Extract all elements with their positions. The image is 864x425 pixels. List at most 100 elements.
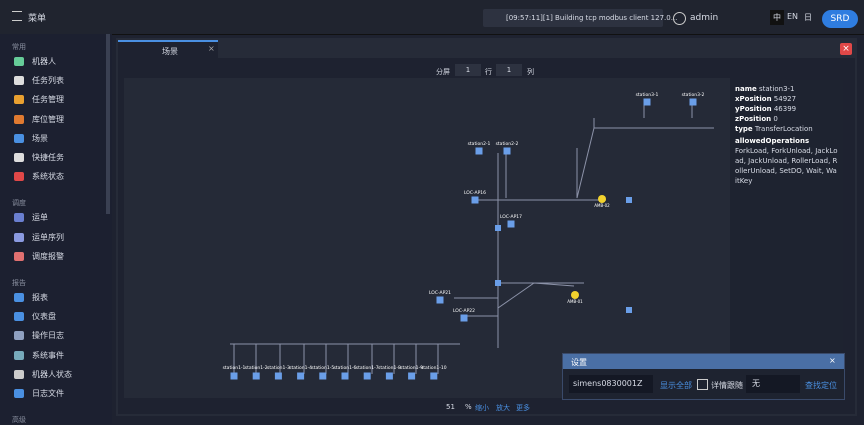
- map-label: station1-1: [223, 365, 246, 371]
- menu-icon: [14, 331, 24, 341]
- tab-close[interactable]: ×: [208, 44, 215, 53]
- zoom-unit: %: [465, 403, 472, 411]
- log-text: [09:57:11][1] Building tcp modbus client…: [506, 14, 678, 22]
- menu-icon: [14, 95, 24, 105]
- map-label: station1-8: [378, 365, 401, 371]
- menu-label: 任务列表: [32, 76, 64, 86]
- menu-icon: [14, 57, 24, 66]
- map-node: [475, 147, 483, 155]
- menu-item[interactable]: 系统事件: [14, 350, 64, 361]
- menu-label: 操作日志: [32, 331, 64, 341]
- map-node: [297, 372, 305, 380]
- menu-item[interactable]: 库位管理: [14, 114, 64, 125]
- map-label: station2-2: [496, 141, 519, 147]
- map-node: [507, 220, 515, 228]
- map-node: [274, 372, 282, 380]
- row-label: 行: [485, 68, 492, 76]
- menu-label: 运单: [32, 213, 48, 223]
- menu-item[interactable]: 任务列表: [14, 75, 64, 86]
- map-node: [430, 372, 438, 380]
- menu-item[interactable]: 机器人状态: [14, 369, 72, 380]
- map-label: station3-2: [682, 92, 705, 98]
- follow-checkbox[interactable]: [697, 379, 708, 390]
- zoom-out[interactable]: 缩小: [475, 404, 489, 412]
- menu-label[interactable]: 菜单: [28, 14, 47, 24]
- robot-select[interactable]: simens0830001Z: [569, 375, 653, 393]
- info-panel: name station3-1 xPosition 54927 yPosition …: [730, 80, 843, 350]
- log-box[interactable]: [483, 9, 663, 27]
- zoom-in[interactable]: 放大: [496, 404, 510, 412]
- lang-en[interactable]: EN: [787, 12, 799, 21]
- sidebar: 常用 机器人 任务列表 任务管理 库位管理 场景 快捷任务 系统状态 调度 运单 运单序列 调度报警报…: [0, 34, 112, 424]
- map[interactable]: station1-1 station1-2 station1-3 station1-4…: [124, 78, 730, 398]
- menu-icon: [14, 153, 24, 162]
- menu-label: 场景: [32, 133, 48, 143]
- robot-label: AMB-02: [594, 203, 610, 208]
- none-select[interactable]: 无: [746, 375, 800, 393]
- waypoint: [495, 280, 501, 286]
- map-node: [363, 372, 371, 380]
- menu-icon: [14, 350, 24, 360]
- brand[interactable]: SRD: [822, 10, 858, 28]
- section-title: 报告: [12, 279, 26, 287]
- user-name[interactable]: admin: [690, 13, 719, 23]
- tab[interactable]: [118, 40, 218, 60]
- menu-item[interactable]: 运单: [14, 212, 48, 223]
- map-node: [436, 296, 444, 304]
- menu-label: 系统事件: [32, 350, 64, 360]
- tab-title[interactable]: 场景: [162, 47, 178, 56]
- menu-item[interactable]: 场景: [14, 133, 48, 144]
- menu-icon: [14, 172, 24, 182]
- settings-close[interactable]: ×: [829, 356, 836, 365]
- map-label: LOC-AP21: [429, 290, 451, 296]
- paths: [230, 103, 714, 374]
- split-label: 分屏: [436, 68, 450, 76]
- col-label: 列: [527, 68, 534, 76]
- info-value: station3-1: [758, 85, 795, 93]
- map-label: station1-7: [356, 365, 379, 371]
- map-node: [503, 147, 511, 155]
- map-label: station1-9: [400, 365, 423, 371]
- info-row: yPosition 46399: [735, 104, 838, 114]
- menu-icon: [14, 312, 24, 322]
- info-row: type TransferLocation: [735, 124, 838, 134]
- map-label: station3-1: [636, 92, 659, 98]
- map-node: [471, 196, 479, 204]
- menu-icon[interactable]: [12, 11, 22, 21]
- menu-label: 机器人状态: [32, 369, 72, 379]
- menu-item[interactable]: 报表: [14, 292, 48, 303]
- map-label: station1-2: [245, 365, 268, 371]
- map-label: station1-6: [334, 365, 357, 371]
- menu-item[interactable]: 快捷任务: [14, 152, 64, 163]
- menu-item[interactable]: 机器人: [14, 56, 56, 67]
- lang-ja[interactable]: 日: [804, 13, 812, 22]
- menu-label: 调度报警: [32, 251, 64, 261]
- menu-icon: [14, 133, 24, 143]
- follow-label: 详情跟随: [711, 381, 743, 390]
- info-value: 46399: [773, 105, 797, 113]
- info-value: 54927: [773, 95, 797, 103]
- settings-title: 设置: [571, 358, 587, 367]
- close-button[interactable]: ×: [840, 43, 852, 55]
- menu-item[interactable]: 任务管理: [14, 94, 64, 105]
- menu-item[interactable]: 操作日志: [14, 330, 64, 341]
- lang-zh[interactable]: 中: [770, 10, 784, 25]
- cols-input[interactable]: 1: [496, 64, 522, 76]
- zoom-value: 51: [446, 403, 455, 411]
- show-all[interactable]: 显示全部: [660, 381, 692, 390]
- locate[interactable]: 查找定位: [805, 381, 837, 390]
- menu-item[interactable]: 仪表盘: [14, 311, 56, 322]
- settings-panel: 设置 × simens0830001Z 显示全部 详情跟随 无 查找定位: [562, 353, 845, 400]
- waypoint: [626, 307, 632, 313]
- rows-input[interactable]: 1: [455, 64, 481, 76]
- menu-label: 机器人: [32, 57, 56, 66]
- menu-item[interactable]: 调度报警: [14, 251, 64, 262]
- user-icon[interactable]: [673, 12, 686, 25]
- menu-item[interactable]: 日志文件: [14, 388, 64, 399]
- settings-header: [563, 354, 844, 369]
- info-key: zPosition: [735, 115, 772, 123]
- menu-item[interactable]: 运单序列: [14, 232, 64, 243]
- zoom-more[interactable]: 更多: [516, 404, 530, 412]
- menu-item[interactable]: 系统状态: [14, 171, 64, 182]
- info-value: ForkLoad, ForkUnload, JackLoad, JackUnlo…: [735, 147, 838, 185]
